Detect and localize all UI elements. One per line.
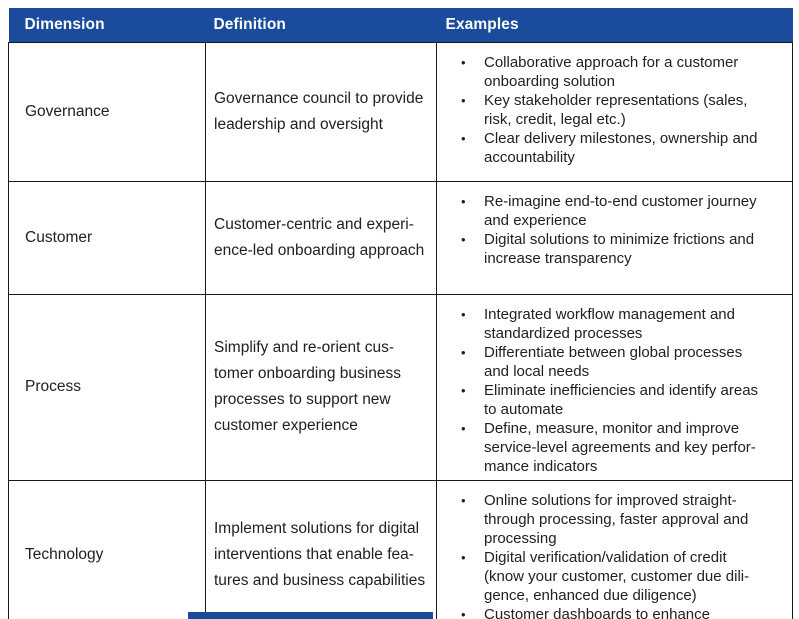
example-text: Differentiate between global processes a… [484,343,743,380]
definition-cell: Implement solutions for digital interven… [205,479,437,619]
table-row-technology: Technology Implement solutions for digit… [8,479,793,619]
example-item: • Clear delivery milestones, ownership an… [461,129,788,167]
example-item: • Integrated workflow management and stan… [461,305,788,343]
dimension-cell: Technology [8,479,206,619]
bullet-icon: • [461,344,466,360]
example-text: Digital verification/validation of credi… [484,548,750,604]
example-item: • Digital solutions to minimize frictions… [461,230,788,268]
examples-cell: • Online solutions for improved straight-… [436,479,793,619]
examples-list: • Re-imagine end-to-end customer journey … [437,192,788,268]
definition-cell: Simplify and re-orient cus- tomer onboar… [205,293,437,481]
example-item: • Key stakeholder representations (sales,… [461,91,788,129]
example-item: • Customer dashboards to enhance [461,605,788,619]
example-item: • Define, measure, monitor and improve se… [461,419,788,476]
examples-list: • Online solutions for improved straight-… [437,491,788,619]
bullet-icon: • [461,606,466,619]
example-item: • Online solutions for improved straight-… [461,491,788,548]
example-item: • Eliminate inefficiencies and identify a… [461,381,788,419]
example-text: Clear delivery milestones, ownership and… [484,129,758,166]
examples-cell: • Re-imagine end-to-end customer journey … [436,180,793,295]
bullet-icon: • [461,306,466,322]
bullet-icon: • [461,193,466,209]
bullet-icon: • [461,492,466,508]
example-item: • Digital verification/validation of cred… [461,548,788,605]
bullet-icon: • [461,92,466,108]
header-row: Dimension Definition Examples [8,8,793,42]
col-header-definition: Definition [205,8,437,42]
example-text: Key stakeholder representations (sales, … [484,91,748,128]
bullet-icon: • [461,130,466,146]
onboarding-dimensions-table: Dimension Definition Examples Governance… [8,8,793,619]
table-row-process: Process Simplify and re-orient cus- tome… [8,293,793,481]
dimension-cell: Process [8,293,206,481]
table-row-governance: Governance Governance council to provide… [8,41,793,182]
examples-list: • Integrated workflow management and stan… [437,305,788,476]
example-text: Customer dashboards to enhance [484,605,710,619]
bullet-icon: • [461,549,466,565]
definition-cell: Customer-centric and experi- ence-led on… [205,180,437,295]
example-text: Integrated workflow management and stand… [484,305,735,342]
example-item: • Differentiate between global processes … [461,343,788,381]
definition-cell: Governance council to provide leadership… [205,41,437,182]
example-text: Re-imagine end-to-end customer journey a… [484,192,757,229]
col-header-examples: Examples [436,8,793,42]
example-text: Digital solutions to minimize frictions … [484,230,755,267]
examples-list: • Collaborative approach for a customer o… [437,53,788,167]
example-text: Online solutions for improved straight- … [484,491,749,547]
table-row-customer: Customer Customer-centric and experi- en… [8,180,793,295]
bullet-icon: • [461,231,466,247]
example-text: Define, measure, monitor and improve ser… [484,419,756,475]
example-item: • Collaborative approach for a customer o… [461,53,788,91]
example-text: Collaborative approach for a customer on… [484,53,739,90]
dimension-cell: Governance [8,41,206,182]
examples-cell: • Integrated workflow management and stan… [436,293,793,481]
dimension-cell: Customer [8,180,206,295]
bullet-icon: • [461,382,466,398]
col-header-dimension: Dimension [8,8,206,42]
bullet-icon: • [461,420,466,436]
example-item: • Re-imagine end-to-end customer journey … [461,192,788,230]
next-table-header-sliver [188,612,433,619]
example-text: Eliminate inefficiencies and identify ar… [484,381,759,418]
bullet-icon: • [461,54,466,70]
examples-cell: • Collaborative approach for a customer o… [436,41,793,182]
